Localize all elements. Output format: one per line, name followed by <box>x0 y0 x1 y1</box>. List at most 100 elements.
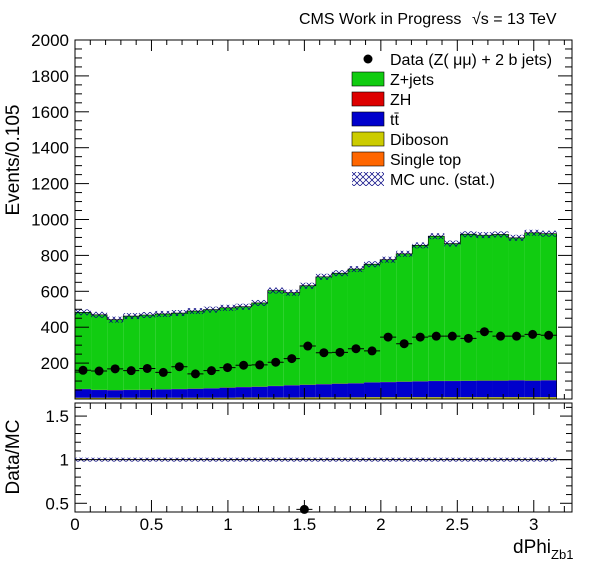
stack-bar <box>412 245 429 382</box>
x-tick-label: 0 <box>70 515 79 534</box>
data-point <box>271 357 281 367</box>
ratio-y-axis: 0.5 1 1.5 <box>45 406 572 513</box>
stack-bar <box>283 385 300 398</box>
y-tick-label: 1400 <box>31 139 69 158</box>
stack-bar <box>187 388 204 398</box>
data-point <box>303 341 313 351</box>
stack-bar <box>540 233 557 381</box>
data-point <box>94 366 104 376</box>
stack-bar <box>315 384 332 398</box>
stack-bar <box>492 380 509 398</box>
legend-swatch <box>351 111 385 127</box>
x-axis-title: dPhiZb1 <box>513 537 573 562</box>
x-tick-label: 0.5 <box>140 515 164 534</box>
x-tick-label: 1 <box>223 515 232 534</box>
data-point <box>190 369 200 379</box>
data-point <box>528 329 538 339</box>
stack-bar <box>123 397 140 399</box>
stack-bar <box>396 397 413 399</box>
legend-label: Diboson <box>390 132 449 149</box>
data-point <box>415 332 425 342</box>
legend-label: ZH <box>390 92 411 109</box>
stack-bar <box>331 397 348 399</box>
stack-bar <box>75 397 92 399</box>
legend-swatch <box>351 151 385 167</box>
stack-bar <box>203 309 220 389</box>
x-tick-label: 1.5 <box>293 515 317 534</box>
stack-bar <box>299 285 316 385</box>
stack-bar <box>444 397 461 399</box>
mc-total-outline <box>74 232 558 399</box>
stack-bar <box>155 397 172 399</box>
stack-bar <box>380 397 397 399</box>
stack-bar <box>524 232 541 381</box>
stack-bar <box>331 383 348 398</box>
data-point <box>158 367 168 377</box>
x-axis-title-main: dPhi <box>513 537 551 558</box>
data-point <box>447 331 457 341</box>
y-tick-label: 1000 <box>31 211 69 230</box>
data-point <box>383 332 393 342</box>
data-point <box>78 365 88 375</box>
stack-bar <box>476 397 493 399</box>
stack-bar <box>251 386 268 398</box>
data-point <box>239 360 249 370</box>
stack-bar <box>171 389 188 398</box>
upper-y-axis: 200 400 600 800 1000 1200 1400 1600 1800 2000 <box>31 31 572 399</box>
stack-bar <box>396 253 413 382</box>
stack-bar <box>123 316 140 390</box>
stack-bar <box>508 380 525 398</box>
y-tick-label: 1800 <box>31 67 69 86</box>
legend-label: Data (Z( μμ) + 2 b jets) <box>390 52 552 69</box>
stack-bar <box>155 313 172 390</box>
stack-bar <box>364 382 381 398</box>
x-tick-label: 3 <box>529 515 538 534</box>
x-tick-label: 2.5 <box>445 515 469 534</box>
ratio-pad: 0.511.5 0 0.5 1 1.5 2 2.5 3 Data/MC dPhiZb1 <box>3 402 573 562</box>
data-point <box>223 363 233 373</box>
stack-bar <box>283 292 300 386</box>
data-point <box>174 362 184 372</box>
data-point <box>287 354 297 364</box>
ratio-y-tick-label: 1.5 <box>45 407 69 426</box>
legend-swatch <box>351 131 385 147</box>
x-axis-title-subscript: Zb1 <box>551 547 573 562</box>
stack-bar <box>187 311 204 389</box>
data-points <box>75 327 557 379</box>
y-tick-label: 200 <box>41 354 69 373</box>
stack-bar <box>508 397 525 399</box>
data-point <box>544 330 554 340</box>
data-point <box>335 347 345 357</box>
data-point <box>351 344 361 354</box>
stack-bar <box>123 390 140 398</box>
stack-bar <box>460 234 477 381</box>
stack-bar <box>347 397 365 399</box>
stack-bar <box>492 397 509 399</box>
stack-bar <box>299 384 316 398</box>
legend-label: MC unc. (stat.) <box>390 172 495 189</box>
data-point <box>142 363 152 373</box>
stack-bar <box>107 319 124 391</box>
stack-bar <box>235 387 252 398</box>
stack-bar <box>267 290 284 386</box>
stack-bar <box>171 313 188 389</box>
stack-bar <box>428 381 445 398</box>
stack-bar <box>267 386 284 398</box>
data-point <box>126 366 136 376</box>
y-tick-label: 400 <box>41 318 69 337</box>
stack-bar <box>75 312 92 389</box>
stack-bar <box>139 314 156 390</box>
stack-bar <box>251 397 268 399</box>
stack-bar <box>315 276 332 385</box>
legend-label: tt̄ <box>390 112 399 129</box>
y-tick-label: 1600 <box>31 103 69 122</box>
stack-bar <box>444 381 461 398</box>
stack-bar <box>347 383 365 398</box>
stack-bar <box>107 390 124 398</box>
data-point <box>512 331 522 341</box>
stack-bar <box>267 397 284 399</box>
y-tick-label: 1200 <box>31 175 69 194</box>
stack-bar <box>219 307 236 388</box>
x-axis: 0 0.5 1 1.5 2 2.5 3 <box>70 403 565 534</box>
stack-bar <box>139 397 156 399</box>
